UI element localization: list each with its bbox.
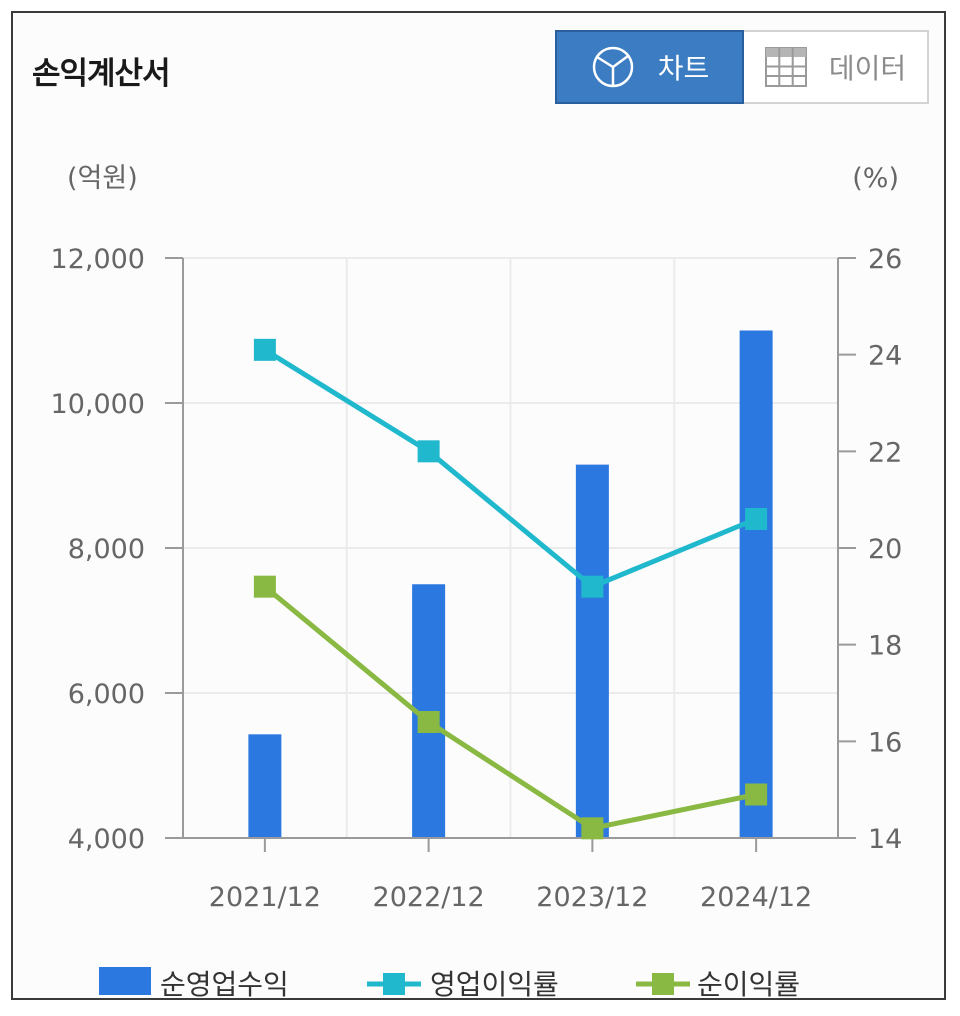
bar-2024-12	[739, 330, 773, 838]
point-영업이익률-2021-12	[253, 338, 276, 361]
right-tick-label: 26	[868, 244, 902, 275]
left-tick-label: 10,000	[51, 389, 145, 420]
bar-2021-12	[248, 734, 282, 838]
point-순이익률-2023-12	[581, 817, 604, 840]
point-순이익률-2024-12	[745, 783, 768, 806]
legend-label: 순이익률	[697, 968, 800, 1001]
chart-view-button[interactable]: 차트	[555, 30, 744, 104]
left-tick-label: 12,000	[51, 244, 145, 275]
left-tick-label: 4,000	[68, 824, 145, 855]
right-axis-unit: (%)	[852, 163, 899, 194]
chart-view-label: 차트	[657, 52, 710, 85]
x-tick-label: 2021/12	[209, 882, 321, 913]
legend-swatch-marker	[383, 973, 405, 995]
view-toggle: 차트 데이터	[555, 30, 929, 104]
table-grid-icon	[764, 47, 807, 87]
legend-swatch-bar	[99, 967, 151, 995]
left-axis-unit: (억원)	[67, 163, 138, 194]
data-view-button[interactable]: 데이터	[744, 30, 929, 104]
left-tick-label: 8,000	[68, 534, 145, 565]
line-영업이익률	[263, 347, 758, 590]
right-tick-label: 20	[868, 534, 902, 565]
x-tick-label: 2023/12	[536, 882, 648, 913]
legend-swatch-marker	[652, 973, 674, 995]
legend-item-순이익률: 순이익률	[636, 968, 800, 1001]
chart-panel	[11, 11, 946, 1000]
pie-chart-icon	[592, 46, 633, 88]
page-title: 손익계산서	[32, 56, 171, 92]
bar-2023-12	[575, 464, 609, 838]
legend-item-순영업수익: 순영업수익	[99, 967, 289, 1001]
right-tick-label: 16	[868, 727, 902, 758]
left-tick-label: 6,000	[68, 679, 145, 710]
x-tick-label: 2022/12	[373, 882, 485, 913]
legend-label: 순영업수익	[160, 968, 289, 1001]
right-tick-label: 22	[868, 437, 902, 468]
legend-label: 영업이익률	[430, 968, 559, 1001]
point-순이익률-2021-12	[253, 575, 276, 598]
x-tick-label: 2024/12	[700, 882, 812, 913]
right-tick-label: 18	[868, 631, 902, 662]
point-순이익률-2022-12	[417, 711, 440, 733]
point-영업이익률-2023-12	[581, 575, 604, 598]
point-영업이익률-2022-12	[417, 440, 440, 463]
data-view-label: 데이터	[828, 52, 907, 85]
line-순이익률	[263, 584, 757, 831]
right-tick-label: 24	[868, 341, 902, 372]
point-영업이익률-2024-12	[745, 508, 768, 530]
legend-item-영업이익률: 영업이익률	[367, 968, 559, 1001]
right-tick-label: 14	[868, 824, 902, 855]
